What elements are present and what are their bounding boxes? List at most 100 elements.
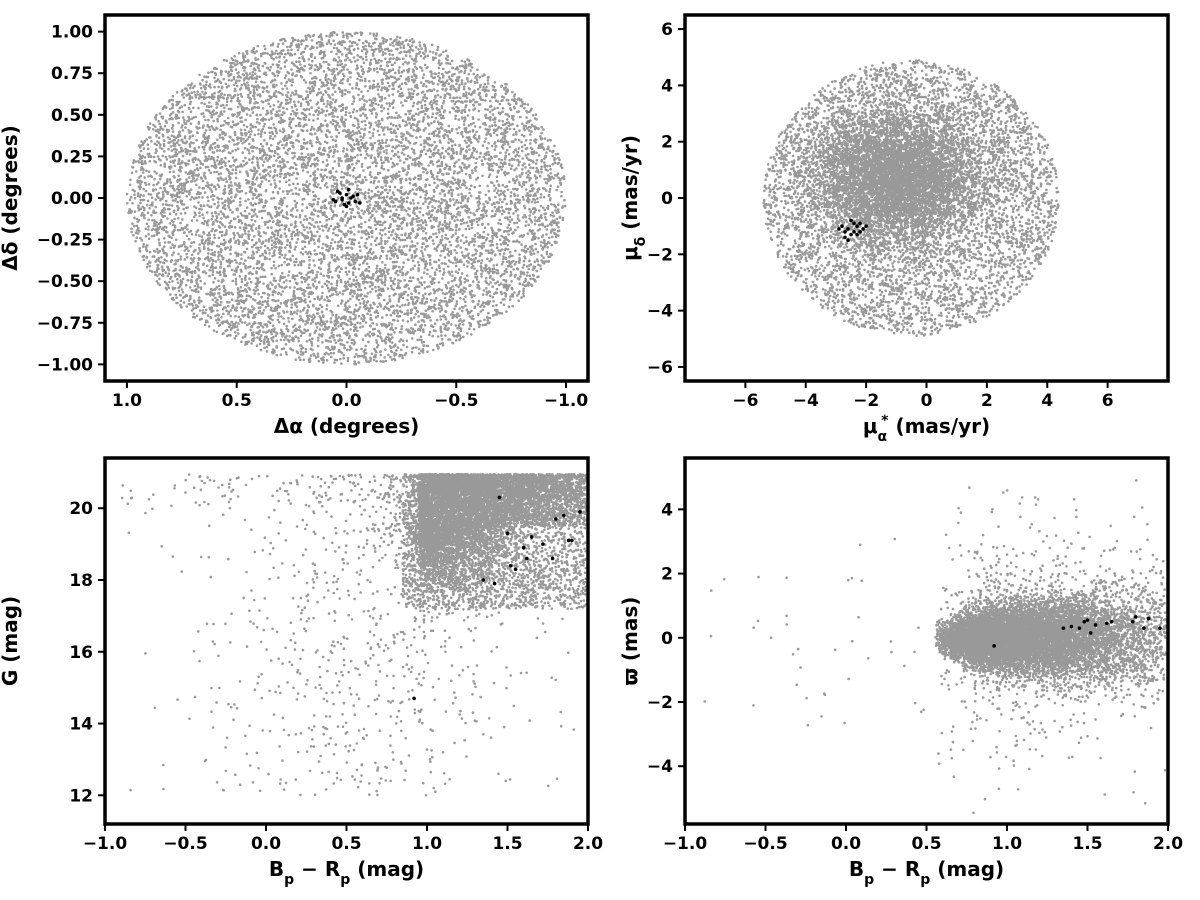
y-tick-label: 4 [661,500,673,520]
member-star-point [849,218,853,223]
x-tick-label: 0.5 [331,834,361,854]
y-tick-label: 0.00 [51,189,93,209]
y-tick-label: −4 [647,757,673,777]
member-star-point [1146,616,1151,621]
x-tick-label: 0.0 [251,834,281,854]
y-tick-label: −2 [647,245,673,265]
member-star-point [852,221,856,226]
x-tick-label: 0.0 [331,391,361,411]
y-tick-label: −0.75 [37,314,93,334]
y-tick-label: 14 [69,715,93,735]
member-star-point [846,227,850,231]
y-tick-label: −0.50 [37,272,93,292]
background-stars-3 [703,479,1168,815]
member-star-point [1105,621,1109,626]
member-star-point [843,235,847,240]
member-star-point [353,199,358,204]
member-star-point [1085,618,1090,622]
member-star-point [529,535,534,539]
y-tick-label: 0.50 [51,106,93,126]
y-tick-label: 18 [69,571,93,591]
y-axis-label-g-mag: G (mag) [0,596,22,686]
panel-parallax: −1.0 −0.5 0.0 0.5 1.0 1.5 2.0 4 2 0 −2 −4 Bp − Rp (… [618,456,1183,888]
x-tick-label: 0 [921,391,933,411]
y-tick-label: 0.75 [51,64,93,84]
y-axis-label-mu-delta: μδ (mas/yr) [618,135,649,261]
x-tick-label: 2.0 [573,834,603,854]
member-star-point [554,517,558,521]
member-star-point [340,196,344,200]
x-tick-label: −0.5 [743,834,787,854]
x-tick-label: 2.0 [1153,834,1183,854]
member-star-point [570,538,574,543]
x-axis-label-color-parallax: Bp − Rp (mag) [849,857,1004,888]
y-tick-label: 0 [661,189,673,209]
panel-cmd: −1.0 −0.5 0.0 0.5 1.0 1.5 2.0 20 18 16 14 12 Bp − R… [0,456,603,888]
member-star-point [346,187,351,192]
member-star-point [846,238,850,243]
member-star-point [355,192,360,197]
member-star-point [578,510,582,514]
background-stars-2 [120,472,588,797]
member-star-point [1077,626,1082,630]
member-star-point [562,513,566,518]
background-star-cloud [125,30,567,366]
member-star-point [1093,623,1098,627]
x-tick-label: −1.0 [544,391,589,411]
x-tick-label: 1.5 [492,834,522,854]
y-tick-label: 2 [661,133,673,153]
x-tick-label: 0.5 [911,834,941,854]
member-star-point [351,194,355,199]
member-star-point [849,232,853,237]
x-tick-label: 2 [981,391,993,411]
member-star-point [344,192,349,197]
y-tick-label: 1.00 [51,23,93,43]
member-star-point [1130,619,1135,624]
member-star-point [541,542,545,546]
y-tick-label: 20 [69,499,93,519]
member-star-point [858,229,862,234]
y-tick-label: 6 [661,20,673,40]
member-star-point [852,229,856,234]
x-tick-label: −1.0 [83,834,128,854]
x-axis-label-mu-alpha: μα* (mas/yr) [863,413,990,445]
y-tick-label: −1.00 [37,355,93,375]
member-star-point [840,224,844,228]
y-axis-label-delta-delta: Δδ (degrees) [0,125,22,271]
member-star-point [513,567,518,572]
x-tick-label: −1.0 [663,834,708,854]
y-tick-label: 16 [69,643,93,663]
member-star-point [481,578,486,582]
member-star-point [344,204,349,209]
panel-sky-position: 1.0 0.5 0.0 −0.5 −1.0 1.00 0.75 0.50 0.25 0.00 −0.… [0,13,590,438]
x-tick-label: −6 [732,391,758,411]
member-star-point [858,221,862,226]
x-tick-label: 4 [1041,391,1053,411]
member-star-point [1158,626,1162,630]
panel-proper-motion: −6 −4 −2 0 2 4 6 6 4 2 0 −2 −4 −6 μα* (mas/yr) μδ (ma… [618,13,1170,445]
member-star-point [521,545,526,550]
x-tick-label: −0.5 [434,391,478,411]
member-star-point [1088,631,1093,635]
x-tick-label: 6 [1102,391,1114,411]
member-star-point [861,227,865,231]
member-star-point [837,227,841,231]
panel-parallax-frame [683,456,1170,826]
member-star-point [508,563,513,568]
y-tick-label: 0 [661,629,673,649]
x-tick-label: 1.0 [992,834,1022,854]
background-stars-1 [762,59,1060,337]
x-tick-label: −2 [853,391,879,411]
member-star-point [492,581,497,586]
x-axis-label-delta-alpha: Δα (degrees) [274,414,420,438]
background-stars-0 [125,30,567,366]
member-star-point [331,197,336,202]
member-star-point [843,229,847,234]
member-star-point [864,224,868,228]
x-tick-label: 1.5 [1072,834,1102,854]
x-tick-label: −0.5 [163,834,207,854]
member-star-point [1069,624,1074,629]
member-star-point [497,495,502,500]
x-tick-label: 0.5 [222,391,252,411]
